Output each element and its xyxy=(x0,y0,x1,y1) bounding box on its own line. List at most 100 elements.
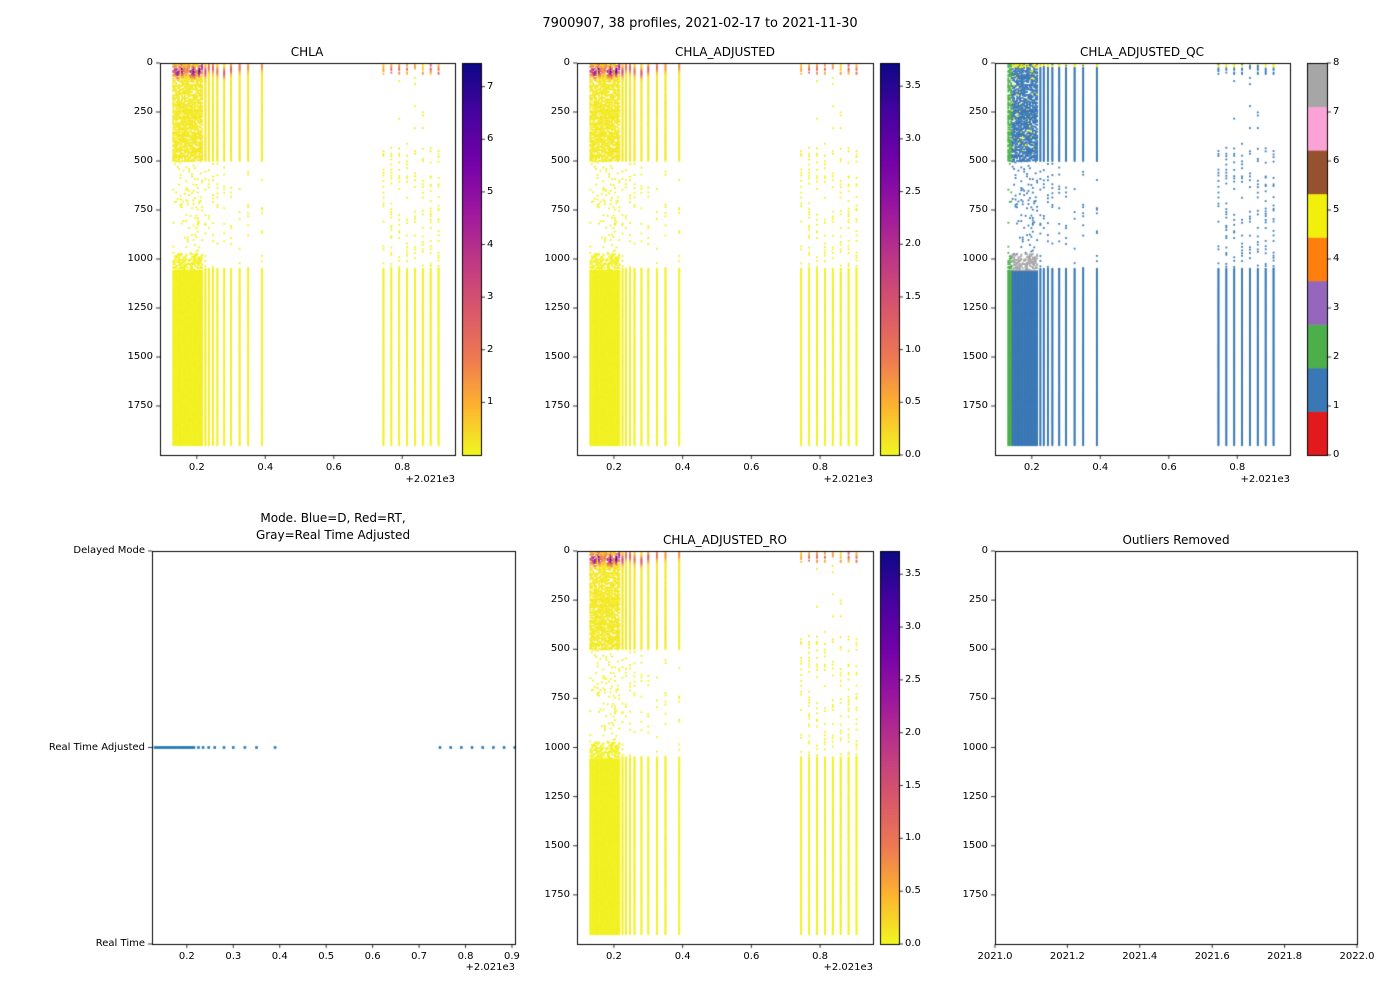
y-tick-label: 250 xyxy=(133,106,153,117)
x-offset-label-chla-adjusted-qc: +2.021e3 xyxy=(1240,474,1290,485)
x-tick-label: 0.2 xyxy=(188,462,205,473)
x-offset-label-mode: +2.021e3 xyxy=(465,962,515,973)
colorbar-tick-label: 0.0 xyxy=(905,449,921,460)
y-tick-label: 500 xyxy=(968,155,988,166)
colorbar-tick-label: 2.0 xyxy=(905,238,921,250)
y-tick-label: 250 xyxy=(550,594,570,606)
y-tick-label: 1750 xyxy=(544,888,570,900)
y-tick-label: 1750 xyxy=(962,888,988,900)
x-tick-label: 0.8 xyxy=(812,462,829,473)
y-tick-label: 500 xyxy=(133,155,153,166)
colorbar-tick-label: 0.5 xyxy=(905,885,921,897)
y-tick-label: 1250 xyxy=(962,790,988,802)
colorbar-tick-label: 1.5 xyxy=(905,290,921,302)
y-tick-label: 750 xyxy=(550,204,570,215)
x-tick-label: 0.5 xyxy=(318,951,335,962)
colorbar-tick-label: 5 xyxy=(1333,204,1340,215)
y-tick-label: 1250 xyxy=(127,302,153,313)
y-tick-label: 250 xyxy=(968,106,988,117)
y-tick-label: 0 xyxy=(981,545,988,556)
colorbar-tick-label: 1 xyxy=(1333,400,1340,411)
colorbar-tick-label: 0.0 xyxy=(905,938,921,949)
colorbar-tick-label: 1.5 xyxy=(905,779,921,791)
x-tick-label: 0.8 xyxy=(812,951,829,962)
y-tick-label: 0 xyxy=(563,57,570,68)
y-tick-label: 1500 xyxy=(544,351,570,362)
colorbar-tick-label: 5 xyxy=(487,185,494,197)
x-tick-label: 0.8 xyxy=(457,951,474,962)
panel-title-mode-line2: Gray=Real Time Adjusted xyxy=(255,528,411,542)
panel-title-mode-line1: Mode. Blue=D, Red=RT, xyxy=(260,511,406,525)
y-tick-label: 750 xyxy=(968,692,988,704)
colorbar-tick-label: 3.0 xyxy=(905,132,921,144)
y-tick-label: 1250 xyxy=(544,790,570,802)
panel-title-chla: CHLA xyxy=(290,45,324,59)
y-category-label: Real Time xyxy=(95,938,145,949)
y-tick-label: 500 xyxy=(968,643,988,655)
y-tick-label: 1250 xyxy=(544,302,570,313)
y-tick-label: 1000 xyxy=(962,253,988,264)
figure-suptitle: 7900907, 38 profiles, 2021-02-17 to 2021… xyxy=(542,16,858,31)
y-tick-label: 0 xyxy=(146,57,153,68)
colorbar-tick-label: 3.5 xyxy=(905,568,921,580)
panel-title-outliers-removed: Outliers Removed xyxy=(1122,533,1230,547)
y-tick-label: 1250 xyxy=(962,302,988,313)
y-tick-label: 1750 xyxy=(544,400,570,411)
colorbar-tick-label: 3 xyxy=(1333,302,1340,313)
colorbar-tick-label: 2 xyxy=(1333,351,1340,362)
colorbar-tick-label: 7 xyxy=(487,80,494,92)
y-tick-label: 750 xyxy=(133,204,153,215)
x-tick-label: 0.4 xyxy=(1092,462,1109,473)
y-category-label: Delayed Mode xyxy=(73,545,145,556)
colorbar-tick-label: 3.0 xyxy=(905,621,921,633)
y-tick-label: 0 xyxy=(981,57,988,68)
x-tick-label: 2021.6 xyxy=(1194,951,1230,962)
colorbar-tick-label: 4 xyxy=(1333,253,1340,264)
y-tick-label: 1750 xyxy=(127,400,153,411)
y-tick-label: 750 xyxy=(968,204,988,215)
x-tick-label: 0.4 xyxy=(674,462,691,473)
y-tick-label: 500 xyxy=(550,155,570,166)
colorbar-tick-label: 3 xyxy=(487,291,494,303)
x-offset-label-chla-adjusted-ro: +2.021e3 xyxy=(823,962,873,973)
y-tick-label: 250 xyxy=(550,106,570,117)
y-tick-label: 1500 xyxy=(127,351,153,362)
colorbar-tick-label: 1.0 xyxy=(905,832,921,844)
y-tick-label: 1000 xyxy=(127,253,153,264)
x-tick-label: 0.6 xyxy=(743,951,760,962)
x-tick-label: 0.6 xyxy=(743,462,760,473)
x-tick-label: 2021.0 xyxy=(977,951,1013,962)
y-tick-label: 1500 xyxy=(544,839,570,851)
y-tick-label: 1750 xyxy=(962,400,988,411)
x-tick-label: 2022.0 xyxy=(1339,951,1375,962)
panel-title-chla-adjusted: CHLA_ADJUSTED xyxy=(674,45,776,59)
colorbar-tick-label: 6 xyxy=(1333,155,1340,166)
colorbar-tick-label: 1 xyxy=(487,396,494,408)
colorbar-tick-label: 0 xyxy=(1333,449,1340,460)
x-tick-label: 2021.4 xyxy=(1122,951,1158,962)
colorbar-tick-label: 6 xyxy=(487,133,494,145)
colorbar-tick-label: 2 xyxy=(487,343,494,355)
x-tick-label: 0.8 xyxy=(1229,462,1246,473)
y-tick-label: 1000 xyxy=(544,253,570,264)
colorbar-tick-label: 8 xyxy=(1333,57,1340,68)
x-tick-label: 0.6 xyxy=(1160,462,1177,473)
colorbar-tick-label: 7 xyxy=(1333,106,1340,117)
y-tick-label: 500 xyxy=(550,643,570,655)
x-tick-label: 2021.8 xyxy=(1267,951,1303,962)
x-tick-label: 0.4 xyxy=(271,951,288,962)
x-tick-label: 0.6 xyxy=(364,951,381,962)
x-tick-label: 0.4 xyxy=(674,951,691,962)
x-tick-label: 2021.2 xyxy=(1049,951,1085,962)
y-tick-label: 1500 xyxy=(962,839,988,851)
x-tick-label: 0.7 xyxy=(411,951,428,962)
y-tick-label: 750 xyxy=(550,692,570,704)
x-tick-label: 0.2 xyxy=(605,462,622,473)
panel-title-chla-adjusted-qc: CHLA_ADJUSTED_QC xyxy=(1080,45,1204,59)
x-tick-label: 0.3 xyxy=(225,951,242,962)
x-offset-label-chla-adjusted: +2.021e3 xyxy=(823,474,873,485)
x-tick-label: 0.2 xyxy=(605,951,622,962)
y-tick-label: 250 xyxy=(968,594,988,606)
